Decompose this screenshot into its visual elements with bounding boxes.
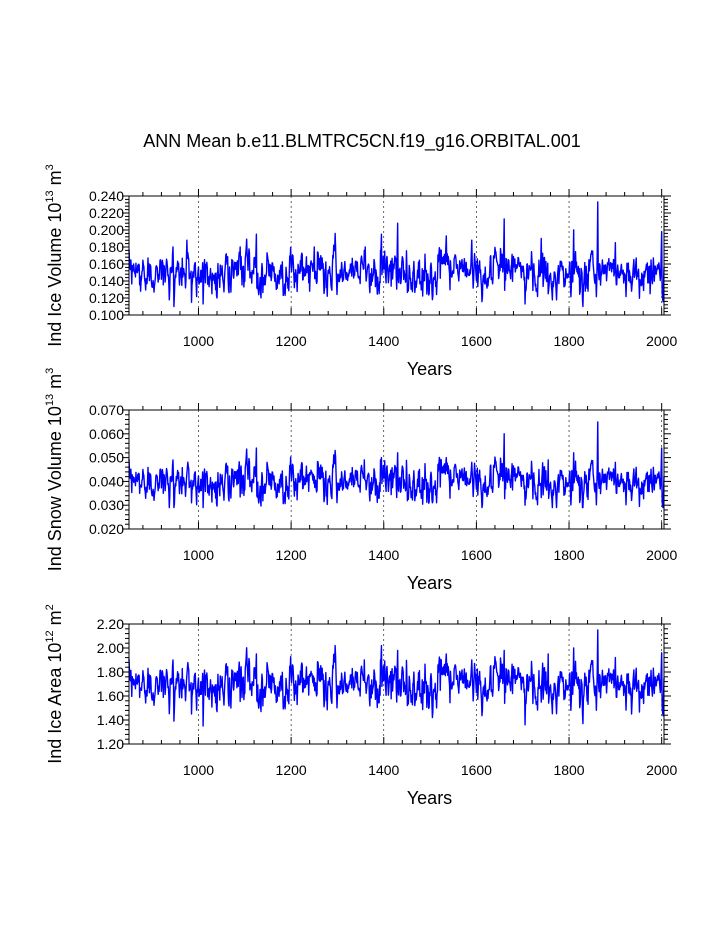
y-tick-label: 2.20 [97,616,124,632]
x-tick-label: 1000 [183,333,214,349]
y-tick-label: 0.060 [89,426,124,442]
y-tick-label: 2.00 [97,640,124,656]
x-tick-label: 1200 [276,333,307,349]
x-tick-label: 2000 [646,762,677,778]
x-tick-label: 1000 [183,762,214,778]
data-series-line [128,629,665,727]
x-tick-label: 1200 [276,762,307,778]
plot-frame [128,409,665,530]
y-tick-label: 0.200 [89,222,124,238]
plot-frame [128,195,665,316]
x-tick-label: 1400 [368,762,399,778]
x-tick-label: 1800 [553,333,584,349]
x-tick-label: 2000 [646,547,677,563]
y-tick-label: 0.020 [89,521,124,537]
x-axis-label: Years [407,359,452,379]
data-series-line [128,201,665,308]
x-axis-label: Years [407,573,452,593]
x-axis-label: Years [407,788,452,808]
data-series-line [128,421,665,509]
x-tick-label: 1000 [183,547,214,563]
x-tick-label: 1600 [461,762,492,778]
panel-snow-volume: 1000 1200 1400 1600 1800 2000 0.020 0.030 0.040 0… [44,368,677,593]
x-tick-label: 1800 [553,547,584,563]
x-tick-label: 1400 [368,333,399,349]
y-tick-label: 1.60 [97,688,124,704]
x-tick-label: 1200 [276,547,307,563]
x-tick-label: 1600 [461,333,492,349]
plot-frame [128,623,665,745]
y-tick-label: 0.220 [89,205,124,221]
x-tick-label: 2000 [646,333,677,349]
y-tick-label: 0.160 [89,256,124,272]
y-tick-label: 0.240 [89,188,124,204]
y-tick-label: 1.80 [97,664,124,680]
y-axis-label: Ind Snow Volume 1013 m3 [44,368,65,572]
y-tick-label: 0.030 [89,497,124,513]
y-tick-label: 1.40 [97,712,124,728]
y-tick-label: 0.120 [89,290,124,306]
panel-ice-area: 1000 1200 1400 1600 1800 2000 1.20 1.40 1.60 1.80… [44,604,677,808]
y-tick-label: 0.140 [89,273,124,289]
y-tick-label: 0.040 [89,473,124,489]
x-tick-label: 1600 [461,547,492,563]
y-tick-label: 0.180 [89,239,124,255]
y-tick-label: 0.100 [89,307,124,323]
y-axis-label: Ind Ice Area 1012 m2 [44,604,65,763]
x-tick-label: 1400 [368,547,399,563]
y-axis-label: Ind Ice Volume 1013 m3 [44,164,65,346]
y-tick-label: 0.050 [89,450,124,466]
figure-title: ANN Mean b.e11.BLMTRC5CN.f19_g16.ORBITAL… [143,131,581,152]
panel-ice-volume: 1000 1200 1400 1600 1800 20000.1000.1200.1400… [44,164,677,379]
y-tick-label: 0.070 [89,402,124,418]
x-tick-label: 1800 [553,762,584,778]
y-tick-label: 1.20 [97,736,124,752]
